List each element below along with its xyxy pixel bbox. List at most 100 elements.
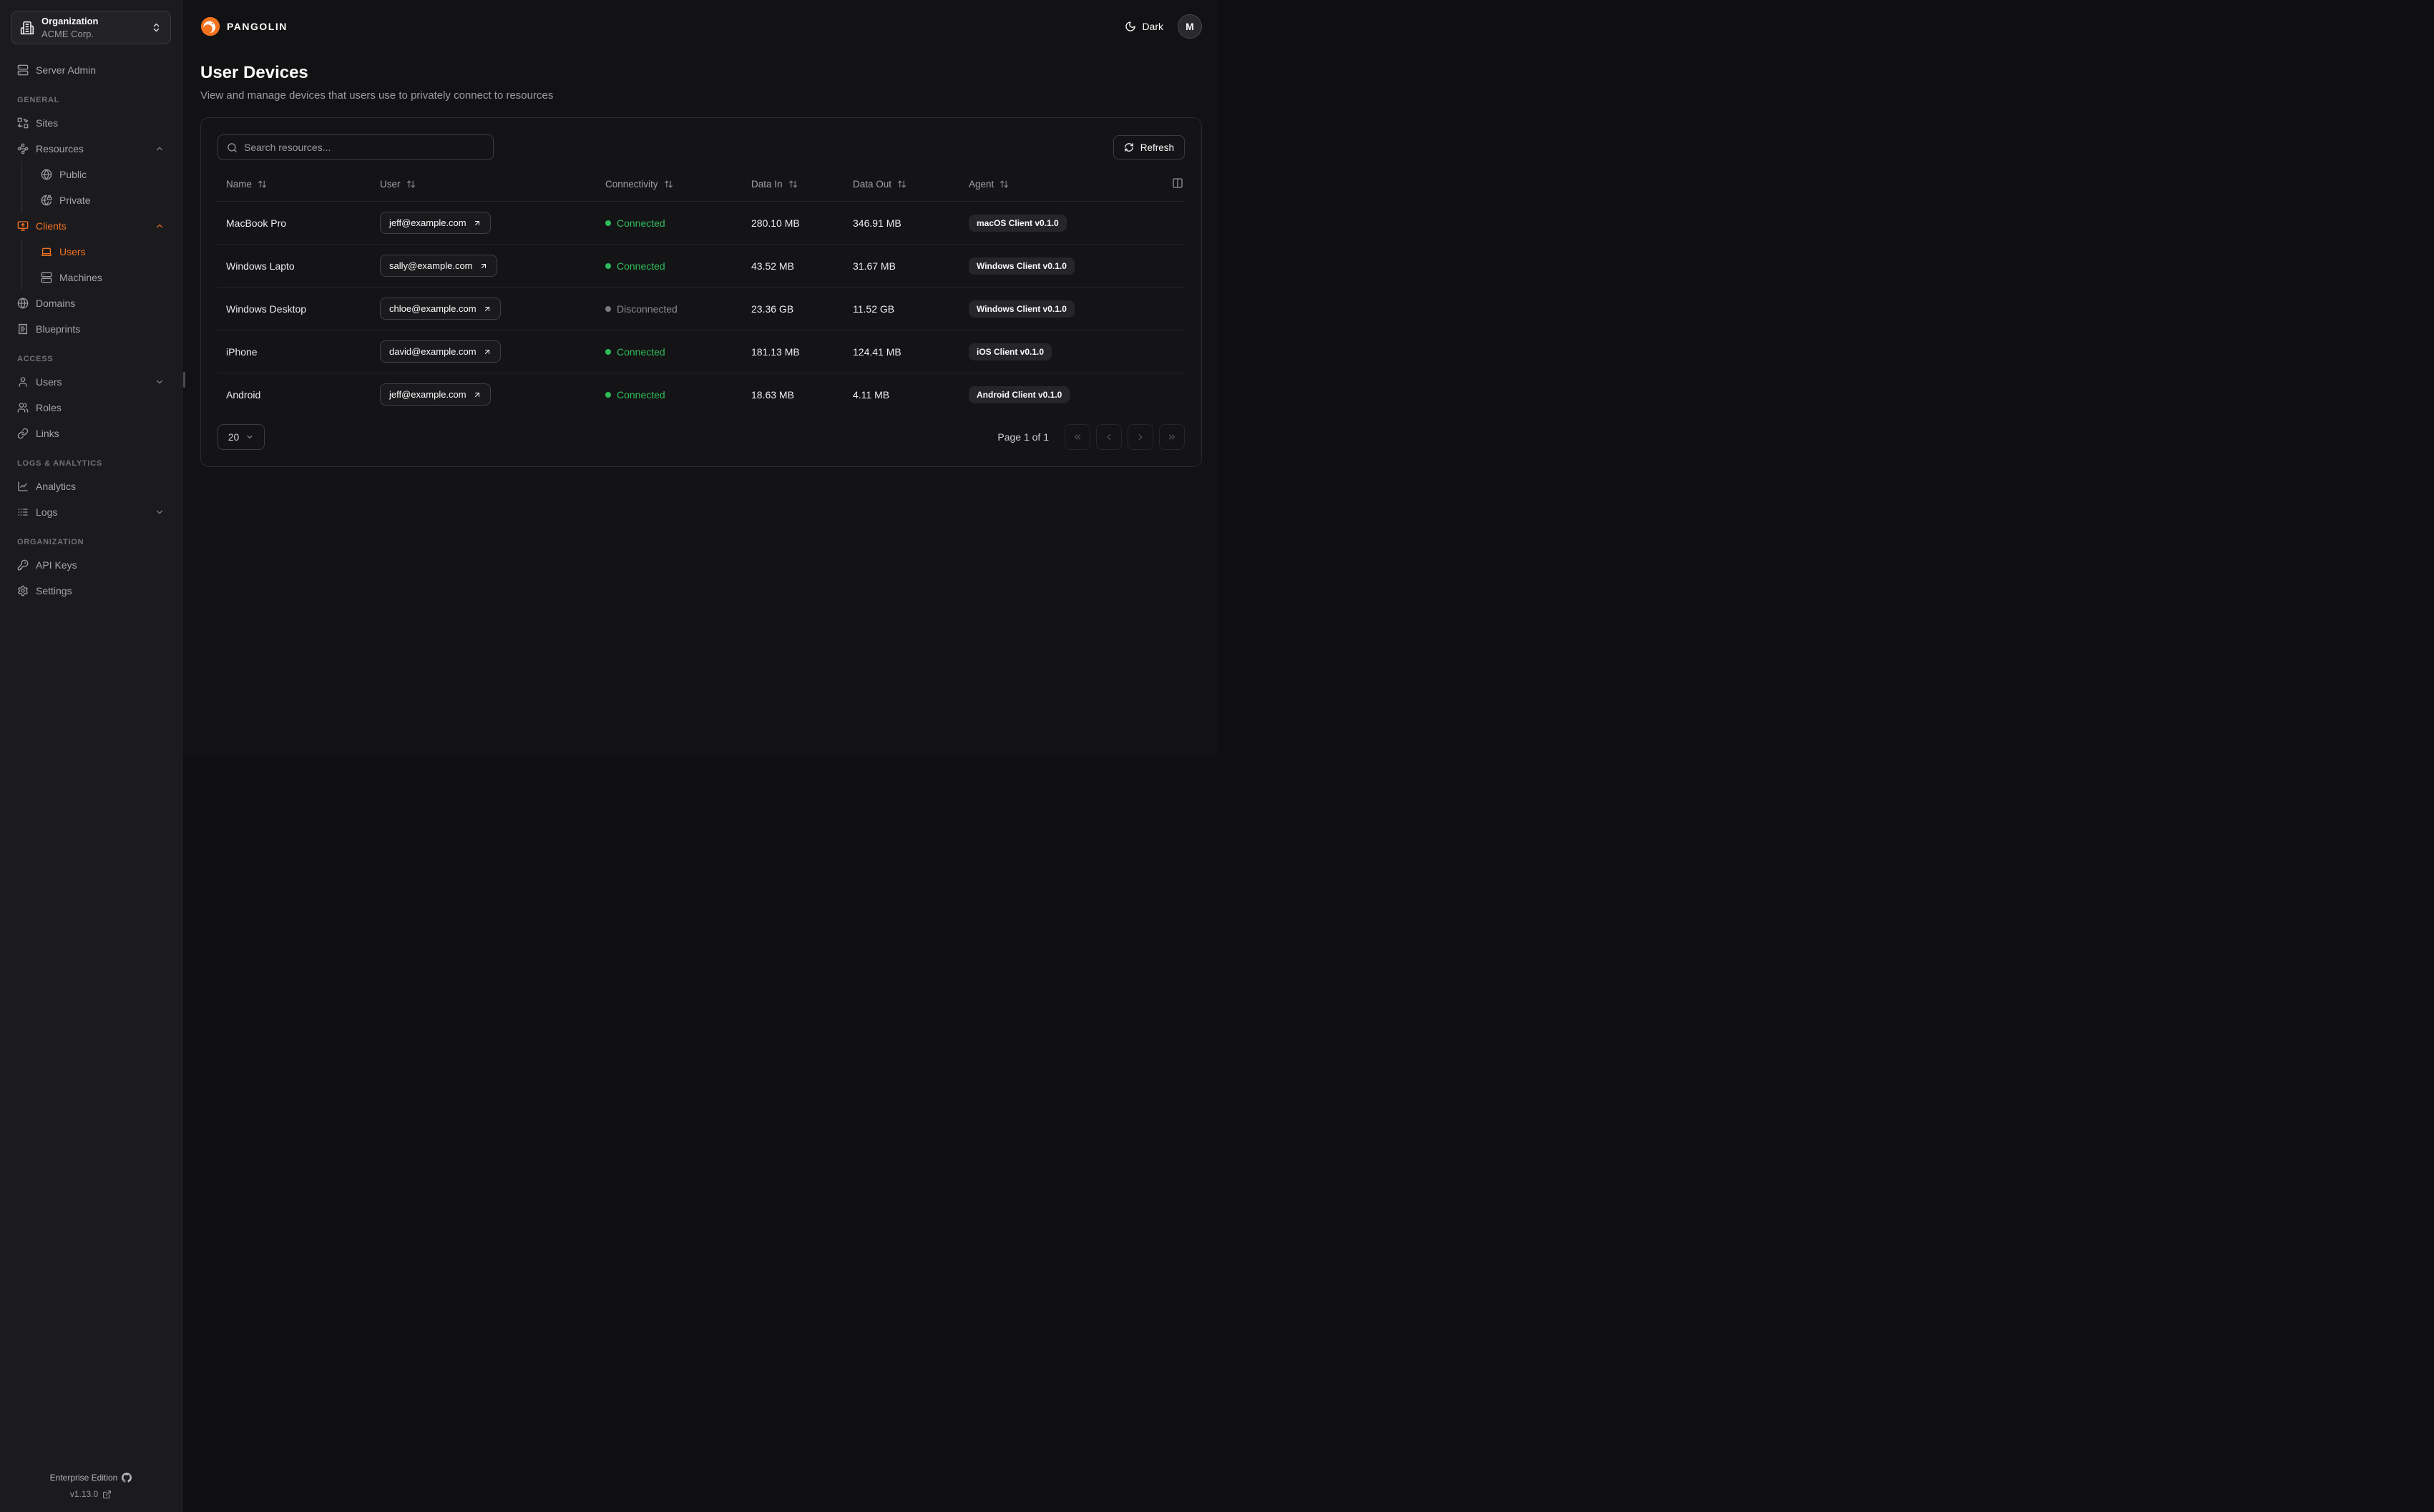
sidebar-item-logs[interactable]: Logs [10,499,172,525]
receipt-icon [17,323,29,335]
column-header-connectivity[interactable]: Connectivity [605,179,673,190]
data-out-value: 124.41 MB [844,330,960,373]
sidebar-item-clients[interactable]: Clients [10,213,172,239]
user-link-chip[interactable]: jeff@example.com [380,212,491,234]
devices-table: Name User Connectivity Data In Data Out … [218,170,1185,416]
main-content: PANGOLIN Dark M User Devices View and ma… [183,0,1217,756]
user-link-chip[interactable]: jeff@example.com [380,383,491,406]
agent-badge: Android Client v0.1.0 [969,386,1070,403]
column-header-data-out[interactable]: Data Out [853,179,906,190]
user-link-chip[interactable]: chloe@example.com [380,298,501,320]
last-page-button[interactable] [1159,424,1185,450]
columns-toggle-button[interactable] [1172,177,1183,189]
sidebar-item-public[interactable]: Public [41,162,172,187]
sidebar-item-label: Machines [59,272,102,283]
arrow-up-right-icon [473,219,482,227]
github-icon[interactable] [122,1473,132,1483]
avatar[interactable]: M [1178,14,1202,39]
sidebar-item-blueprints[interactable]: Blueprints [10,316,172,342]
column-header-user[interactable]: User [380,179,416,190]
clients-subgroup: Users Machines [21,239,172,290]
page-size-select[interactable]: 20 [218,424,265,450]
sidebar-item-links[interactable]: Links [10,421,172,446]
connectivity-status: Disconnected [605,303,678,315]
refresh-button[interactable]: Refresh [1113,135,1185,159]
next-page-button[interactable] [1128,424,1153,450]
sites-icon [17,117,29,129]
device-name: MacBook Pro [218,201,371,245]
device-name: Windows Lapto [218,244,371,288]
sidebar-item-machines[interactable]: Machines [41,265,172,290]
status-dot [605,349,611,355]
sidebar-item-resources[interactable]: Resources [10,136,172,162]
theme-toggle[interactable]: Dark [1125,21,1163,32]
link-icon [17,428,29,439]
user-link-chip[interactable]: sally@example.com [380,255,497,277]
sidebar: Organization ACME Corp. Server Admin GEN… [0,0,182,1512]
user-link-chip[interactable]: david@example.com [380,340,501,363]
sort-icon [999,180,1009,189]
brand[interactable]: PANGOLIN [200,16,288,36]
sidebar-item-roles[interactable]: Roles [10,395,172,421]
chevron-up-icon [155,221,165,231]
arrow-up-right-icon [479,262,488,270]
status-dot [605,263,611,269]
chevron-down-icon [155,377,165,387]
connectivity-status: Connected [605,389,665,401]
sidebar-item-label: API Keys [36,559,77,571]
columns-icon [1172,177,1183,189]
server-icon [41,272,52,283]
sidebar-item-label: Blueprints [36,323,81,335]
sidebar-item-label: Domains [36,298,76,309]
chevrons-up-down-icon [151,22,162,33]
page-info: Page 1 of 1 [997,431,1049,443]
chevron-left-icon [1104,432,1114,442]
sidebar-item-analytics[interactable]: Analytics [10,473,172,499]
sidebar-item-users[interactable]: Users [10,369,172,395]
first-page-button[interactable] [1065,424,1090,450]
version-link[interactable]: v1.13.0 [7,1489,175,1499]
resources-subgroup: Public Private [21,162,172,213]
theme-label: Dark [1142,21,1163,32]
agent-badge: iOS Client v0.1.0 [969,343,1052,360]
chevrons-right-icon [1167,432,1177,442]
sidebar-item-sites[interactable]: Sites [10,110,172,136]
data-in-value: 23.36 GB [743,287,844,330]
data-in-value: 18.63 MB [751,388,794,401]
arrow-up-right-icon [483,305,492,313]
prev-page-button[interactable] [1096,424,1122,450]
search-input[interactable] [244,142,484,153]
refresh-icon [1124,142,1134,152]
chevron-right-icon [1135,432,1145,442]
data-out-value: 4.11 MB [853,388,890,401]
sidebar-item-server-admin[interactable]: Server Admin [10,57,172,83]
status-dot [605,306,611,312]
sidebar-item-api-keys[interactable]: API Keys [10,552,172,578]
sidebar-item-label: Resources [36,143,84,154]
column-header-agent[interactable]: Agent [969,179,1009,190]
column-header-name[interactable]: Name [226,179,267,190]
chevron-up-icon [155,144,165,154]
edition-label: Enterprise Edition [49,1473,118,1483]
sidebar-item-label: Logs [36,506,58,518]
topbar: PANGOLIN Dark M [183,0,1217,53]
sidebar-item-label: Links [36,428,59,439]
page-subtitle: View and manage devices that users use t… [200,89,554,102]
users-icon [17,402,29,413]
user-icon [17,376,29,388]
sidebar-scrollbar[interactable] [183,372,185,388]
column-header-data-in[interactable]: Data In [751,179,798,190]
laptop-icon [41,246,52,257]
data-out-value: 31.67 MB [844,244,960,288]
device-name: Android [226,388,261,401]
chart-line-icon [17,481,29,492]
org-selector-label: Organization [41,15,99,26]
server-icon [17,64,29,76]
sidebar-item-domains[interactable]: Domains [10,290,172,316]
device-name: iPhone [218,330,371,373]
sidebar-item-clients-users[interactable]: Users [41,239,172,265]
sidebar-item-settings[interactable]: Settings [10,578,172,604]
sort-icon [406,180,416,189]
sidebar-item-private[interactable]: Private [41,187,172,213]
org-selector[interactable]: Organization ACME Corp. [11,11,171,44]
